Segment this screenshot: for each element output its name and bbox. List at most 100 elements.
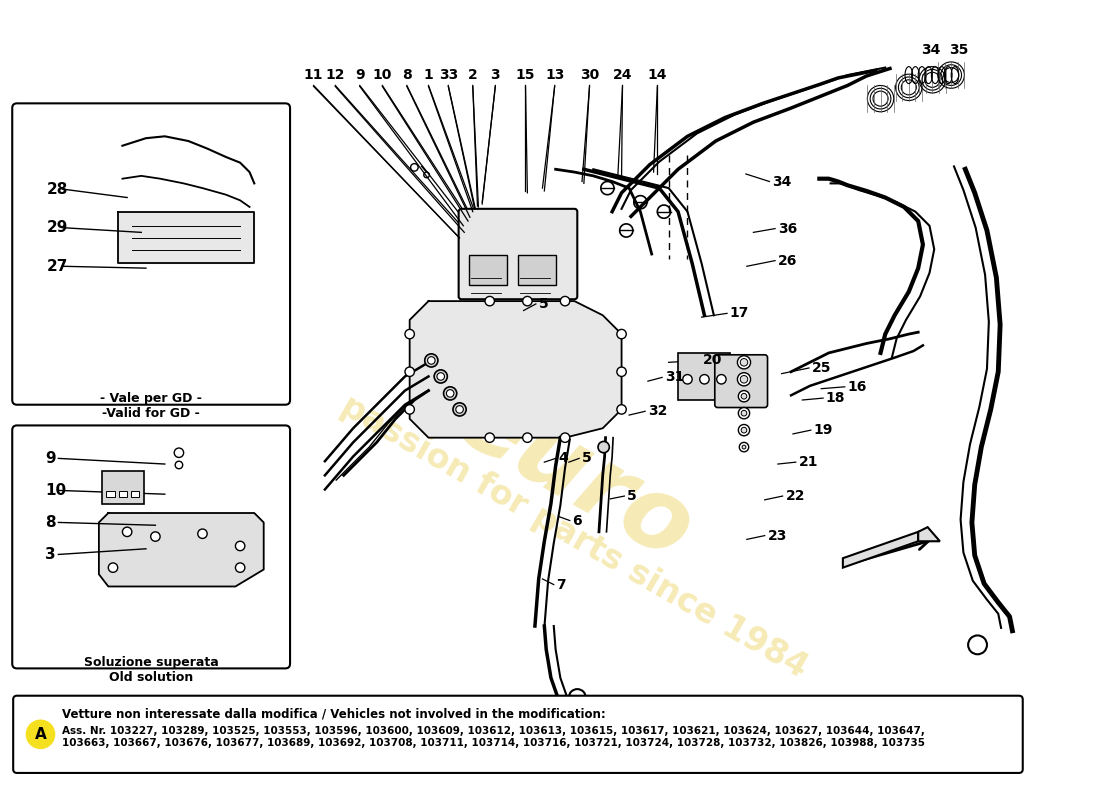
Circle shape	[617, 367, 626, 377]
Text: 8: 8	[402, 68, 411, 82]
Text: A: A	[34, 727, 46, 742]
Circle shape	[740, 375, 748, 383]
Bar	[678, 353, 730, 400]
Circle shape	[235, 563, 245, 572]
Text: 25: 25	[812, 361, 832, 375]
Circle shape	[522, 433, 532, 442]
Circle shape	[453, 403, 466, 416]
Circle shape	[410, 164, 418, 171]
Polygon shape	[99, 513, 264, 586]
Circle shape	[437, 373, 444, 380]
Circle shape	[617, 330, 626, 338]
FancyBboxPatch shape	[12, 103, 290, 405]
Circle shape	[617, 405, 626, 414]
Bar	[518, 255, 556, 285]
Polygon shape	[918, 527, 939, 542]
Bar	[107, 491, 114, 497]
FancyBboxPatch shape	[13, 696, 1023, 773]
Circle shape	[738, 425, 749, 436]
Text: 13: 13	[544, 68, 564, 82]
Text: 9: 9	[45, 451, 56, 466]
Text: 22: 22	[785, 489, 805, 503]
Circle shape	[455, 406, 463, 413]
Text: 35: 35	[949, 42, 969, 57]
Text: 26: 26	[778, 254, 798, 268]
Text: 3: 3	[45, 547, 56, 562]
Bar	[119, 491, 128, 497]
Circle shape	[598, 442, 609, 453]
Text: 16: 16	[848, 380, 867, 394]
Circle shape	[405, 367, 415, 377]
Polygon shape	[409, 301, 622, 438]
Text: 34: 34	[772, 174, 792, 189]
Circle shape	[741, 427, 747, 433]
Text: 36: 36	[778, 222, 798, 236]
Text: 18: 18	[826, 391, 846, 405]
Circle shape	[424, 172, 429, 178]
Circle shape	[485, 297, 494, 306]
Circle shape	[700, 374, 710, 384]
Circle shape	[737, 356, 750, 369]
Circle shape	[560, 297, 570, 306]
Circle shape	[425, 354, 438, 367]
Circle shape	[522, 297, 532, 306]
Text: 3: 3	[491, 68, 501, 82]
Text: 6: 6	[573, 514, 582, 527]
Circle shape	[174, 448, 184, 458]
Circle shape	[235, 542, 245, 550]
Text: 7: 7	[557, 578, 566, 591]
Text: 8: 8	[45, 515, 56, 530]
Circle shape	[108, 563, 118, 572]
Circle shape	[683, 374, 692, 384]
Circle shape	[739, 442, 749, 452]
Text: 5: 5	[539, 297, 549, 311]
Bar	[131, 491, 140, 497]
Text: 5: 5	[627, 489, 637, 503]
Text: 19: 19	[814, 423, 833, 437]
Circle shape	[737, 373, 750, 386]
Circle shape	[569, 689, 586, 706]
Text: 21: 21	[799, 455, 818, 469]
Text: 4: 4	[559, 451, 569, 466]
Circle shape	[443, 387, 456, 400]
Text: 17: 17	[730, 306, 749, 320]
FancyBboxPatch shape	[715, 354, 768, 407]
Circle shape	[738, 407, 749, 419]
Text: 31: 31	[664, 370, 684, 384]
Circle shape	[434, 370, 448, 383]
Circle shape	[198, 529, 207, 538]
Text: 2: 2	[468, 68, 477, 82]
Text: Vetture non interessate dalla modifica / Vehicles not involved in the modificati: Vetture non interessate dalla modifica /…	[63, 707, 606, 720]
Text: 32: 32	[648, 404, 668, 418]
Text: 5: 5	[582, 451, 592, 466]
Circle shape	[717, 374, 726, 384]
Circle shape	[428, 357, 436, 364]
Text: 9: 9	[355, 68, 364, 82]
Circle shape	[175, 462, 183, 469]
Text: 34: 34	[921, 42, 940, 57]
Circle shape	[741, 394, 747, 399]
Text: 24: 24	[613, 68, 632, 82]
Circle shape	[968, 635, 987, 654]
Circle shape	[560, 433, 570, 442]
Text: - Vale per GD -
-Valid for GD -: - Vale per GD - -Valid for GD -	[100, 393, 202, 421]
Text: 12: 12	[326, 68, 345, 82]
Bar	[469, 255, 507, 285]
Circle shape	[405, 405, 415, 414]
Text: 30: 30	[580, 68, 600, 82]
Circle shape	[122, 527, 132, 537]
Text: 10: 10	[45, 483, 66, 498]
Circle shape	[26, 720, 55, 749]
FancyBboxPatch shape	[12, 426, 290, 669]
Circle shape	[738, 390, 749, 402]
Circle shape	[742, 446, 746, 449]
Text: 1: 1	[424, 68, 433, 82]
Text: 20: 20	[703, 354, 722, 367]
Circle shape	[447, 390, 454, 397]
Polygon shape	[843, 532, 918, 568]
Text: 29: 29	[47, 220, 68, 235]
Circle shape	[740, 358, 748, 366]
Text: 33: 33	[439, 68, 458, 82]
Circle shape	[405, 330, 415, 338]
Text: 11: 11	[304, 68, 323, 82]
